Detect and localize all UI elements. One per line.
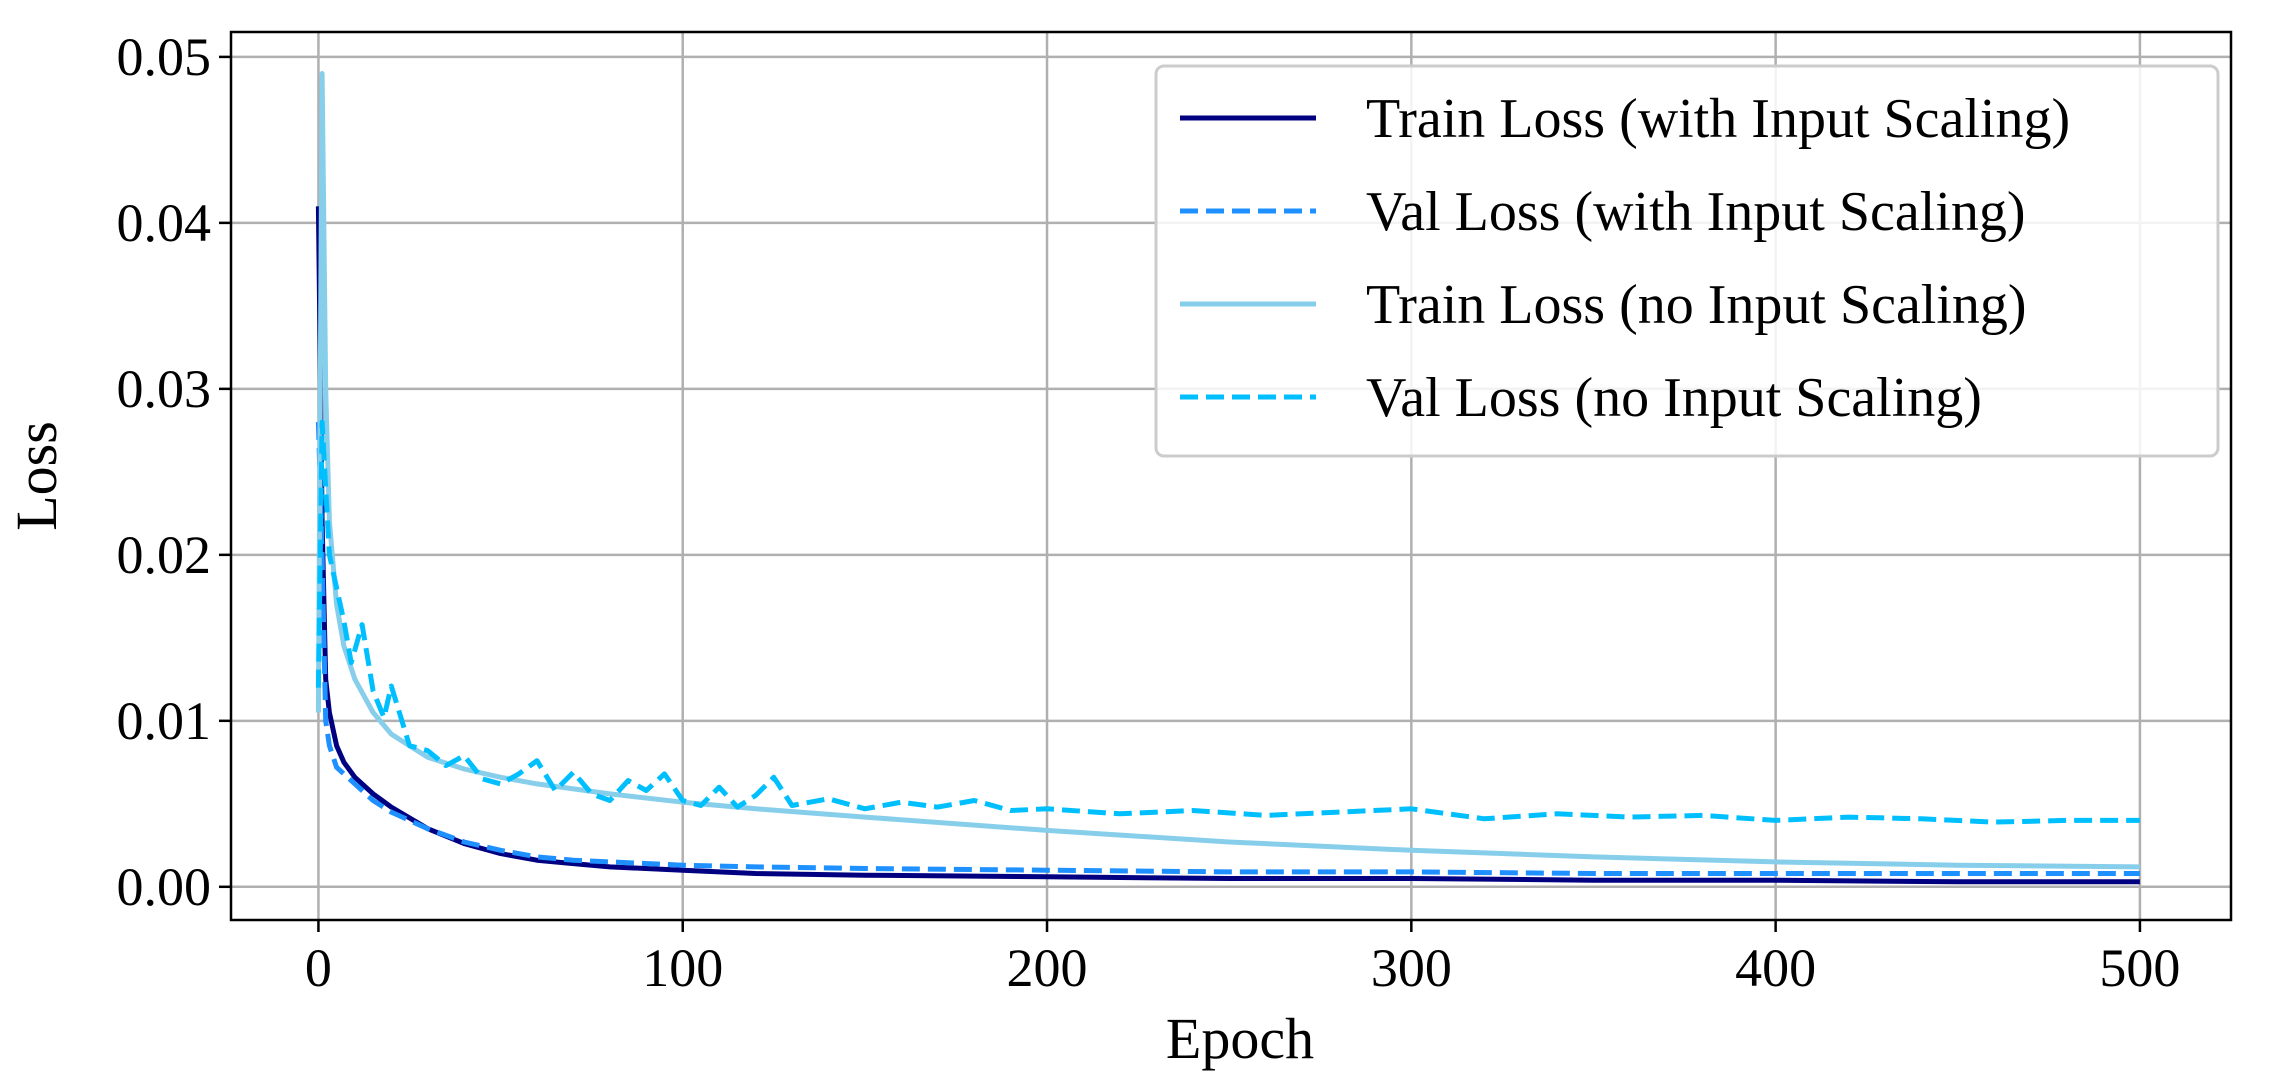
y-tick-label: 0.03 <box>117 359 212 419</box>
legend-label-4: Val Loss (no Input Scaling) <box>1366 367 1982 429</box>
series-lines <box>315 71 2140 885</box>
y-tick-label: 0.00 <box>117 857 212 917</box>
legend-label-1: Train Loss (with Input Scaling) <box>1366 88 2070 150</box>
x-tick-label: 400 <box>1735 938 1816 998</box>
legend: Train Loss (with Input Scaling) Val Loss … <box>1154 64 2220 458</box>
y-tick-label: 0.04 <box>117 193 212 253</box>
x-tick-label: 500 <box>2099 938 2180 998</box>
y-tick-label: 0.05 <box>117 27 212 87</box>
series-line-2 <box>315 422 2140 876</box>
series-line-1 <box>315 206 2140 885</box>
legend-box <box>1154 64 2220 458</box>
x-tick-label: 0 <box>305 938 332 998</box>
x-tick-label: 300 <box>1371 938 1452 998</box>
legend-label-2: Val Loss (with Input Scaling) <box>1366 181 2025 243</box>
series-line-4 <box>315 419 2140 825</box>
legend-label-3: Train Loss (no Input Scaling) <box>1366 274 2027 336</box>
y-tick-label: 0.02 <box>117 525 212 585</box>
x-tick-label: 200 <box>1007 938 1088 998</box>
y-tick-label: 0.01 <box>117 691 212 751</box>
y-axis-label: Loss <box>4 421 69 531</box>
x-tick-label: 100 <box>642 938 723 998</box>
axis-ticks: 0 100 200 300 400 500 0.00 0.01 0.02 0.03 0.04 0.05 <box>117 27 2181 998</box>
series-line-3 <box>315 71 2140 870</box>
plot-frame <box>229 30 2233 922</box>
x-axis-label: Epoch <box>1166 1006 1314 1071</box>
